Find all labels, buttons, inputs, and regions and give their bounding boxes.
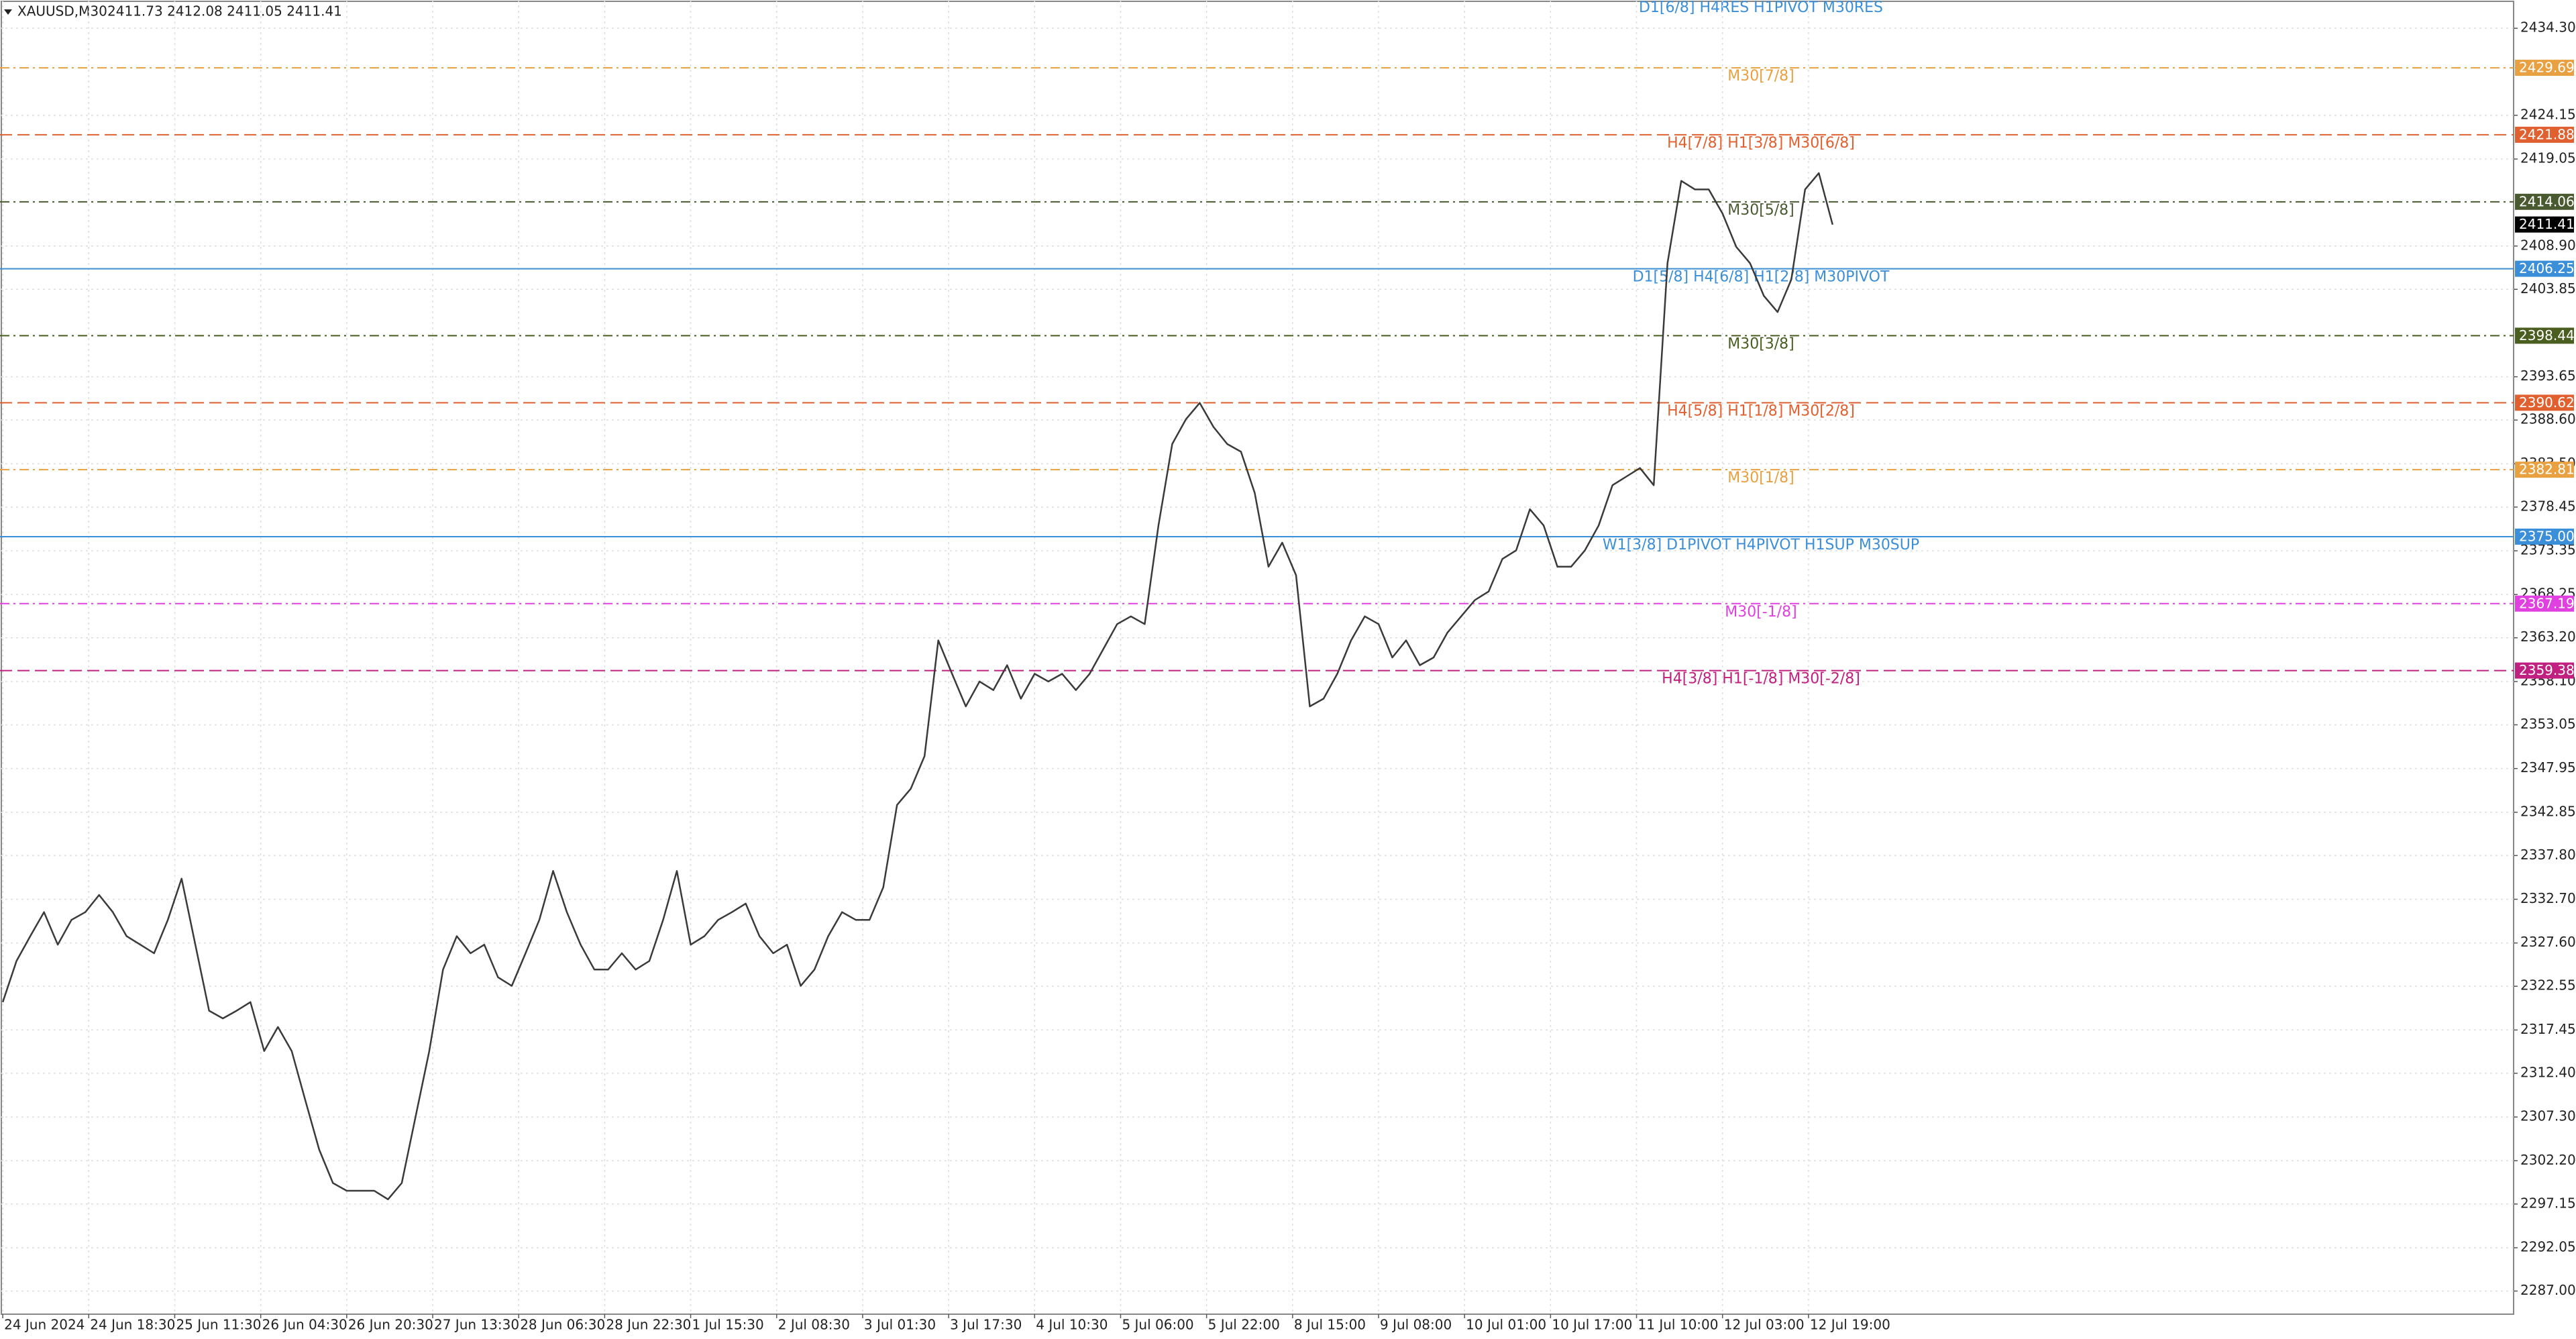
x-tick-label: 28 Jun 22:30 [606, 1317, 691, 1333]
price-tag-label: 2421.88 [2519, 126, 2575, 142]
price-tag [2515, 260, 2574, 277]
y-tick-label: 2327.60 [2520, 934, 2576, 950]
x-tick-label: 11 Jul 10:00 [1638, 1317, 1719, 1333]
y-tick-label: 2347.95 [2520, 759, 2576, 775]
y-tick-label: 2302.20 [2520, 1152, 2576, 1168]
y-tick-label: 2292.05 [2520, 1238, 2576, 1254]
price-line [1, 172, 1834, 1201]
price-tag [2515, 662, 2574, 679]
level-label: H4[7/8] H1[3/8] M30[6/8] [1667, 135, 1855, 152]
y-tick-label: 2353.05 [2520, 716, 2576, 732]
y-tick-label: 2393.65 [2520, 368, 2576, 384]
price-tag [2515, 327, 2574, 344]
price-tag [2515, 126, 2574, 143]
level-label: H4[3/8] H1[-1/8] M30[-2/8] [1662, 671, 1860, 688]
y-tick-label: 2322.55 [2520, 977, 2576, 994]
x-tick-label: 24 Jun 2024 [4, 1317, 85, 1333]
last-price-label: 2411.41 [2519, 216, 2575, 232]
x-tick-label: 25 Jun 11:30 [176, 1317, 261, 1333]
y-tick-label: 2312.40 [2520, 1064, 2576, 1080]
x-tick-label: 8 Jul 15:00 [1294, 1317, 1366, 1333]
x-tick-label: 3 Jul 17:30 [950, 1317, 1022, 1333]
price-tag [2515, 193, 2574, 210]
quote: 2411.73 2412.08 2411.05 2411.41 [107, 3, 342, 19]
price-tag-label: 2375.00 [2519, 528, 2575, 544]
x-tick-label: 12 Jul 03:00 [1724, 1317, 1805, 1333]
y-tick-label: 2287.00 [2520, 1282, 2576, 1298]
price-tag-label: 2382.81 [2519, 462, 2575, 478]
last-price-tag [2515, 216, 2574, 233]
x-tick-label: 12 Jul 19:00 [1810, 1317, 1890, 1333]
symbol: XAUUSD,M30 [17, 3, 107, 19]
y-tick-label: 2403.85 [2520, 280, 2576, 297]
level-label: M30[5/8] [1727, 202, 1794, 219]
y-tick-label: 2378.45 [2520, 498, 2576, 514]
x-tick-label: 2 Jul 08:30 [778, 1317, 850, 1333]
menu-arrow[interactable] [4, 9, 12, 15]
x-tick-label: 24 Jun 18:30 [90, 1317, 175, 1333]
level-label: M30[3/8] [1727, 335, 1794, 352]
y-tick-label: 2408.90 [2520, 237, 2576, 253]
price-tag [2515, 394, 2574, 411]
y-tick-label: 2307.30 [2520, 1108, 2576, 1124]
price-tag [2515, 60, 2574, 76]
x-tick-label: 26 Jun 04:30 [262, 1317, 347, 1333]
price-tag-label: 2429.69 [2519, 60, 2575, 76]
annotation: D1[6/8] H4RES H1PIVOT M30RES [1639, 0, 1883, 16]
x-tick-label: 26 Jun 20:30 [348, 1317, 433, 1333]
price-tag-label: 2367.19 [2519, 595, 2575, 611]
y-tick-label: 2337.80 [2520, 847, 2576, 863]
x-tick-label: 4 Jul 10:30 [1036, 1317, 1108, 1333]
price-tag-label: 2414.06 [2519, 193, 2575, 209]
y-tick-label: 2419.05 [2520, 150, 2576, 166]
price-tag [2515, 595, 2574, 612]
x-tick-label: 1 Jul 15:30 [692, 1317, 764, 1333]
level-label: H4[5/8] H1[1/8] M30[2/8] [1667, 403, 1855, 419]
x-tick-label: 27 Jun 13:30 [434, 1317, 519, 1333]
x-tick-label: 5 Jul 06:00 [1122, 1317, 1193, 1333]
level-label: M30[-1/8] [1725, 604, 1797, 621]
level-label: M30[1/8] [1727, 470, 1794, 486]
price-tag [2515, 528, 2574, 545]
x-tick-label: 10 Jul 01:00 [1466, 1317, 1546, 1333]
y-tick-label: 2297.15 [2520, 1195, 2576, 1211]
x-tick-label: 28 Jun 06:30 [520, 1317, 605, 1333]
x-tick-label: 10 Jul 17:00 [1552, 1317, 1632, 1333]
y-tick-label: 2363.20 [2520, 629, 2576, 645]
level-label: W1[3/8] D1PIVOT H4PIVOT H1SUP M30SUP [1603, 537, 1919, 553]
price-tag-label: 2406.25 [2519, 260, 2575, 276]
y-tick-label: 2332.70 [2520, 890, 2576, 906]
level-label: D1[5/8] H4[6/8] H1[2/8] M30PIVOT [1633, 269, 1890, 286]
y-tick-label: 2434.30 [2520, 19, 2576, 36]
x-tick-label: 9 Jul 08:00 [1380, 1317, 1452, 1333]
price-tag-label: 2390.62 [2519, 394, 2575, 411]
x-tick-label: 3 Jul 01:30 [864, 1317, 936, 1333]
y-tick-label: 2388.60 [2520, 411, 2576, 427]
price-tag-label: 2359.38 [2519, 662, 2575, 678]
y-tick-label: 2317.45 [2520, 1021, 2576, 1037]
y-tick-label: 2342.85 [2520, 803, 2576, 819]
price-tag [2515, 462, 2574, 478]
level-label: M30[7/8] [1727, 68, 1794, 85]
x-tick-label: 5 Jul 22:00 [1208, 1317, 1280, 1333]
price-tag-label: 2398.44 [2519, 327, 2575, 343]
y-tick-label: 2424.15 [2520, 106, 2576, 122]
